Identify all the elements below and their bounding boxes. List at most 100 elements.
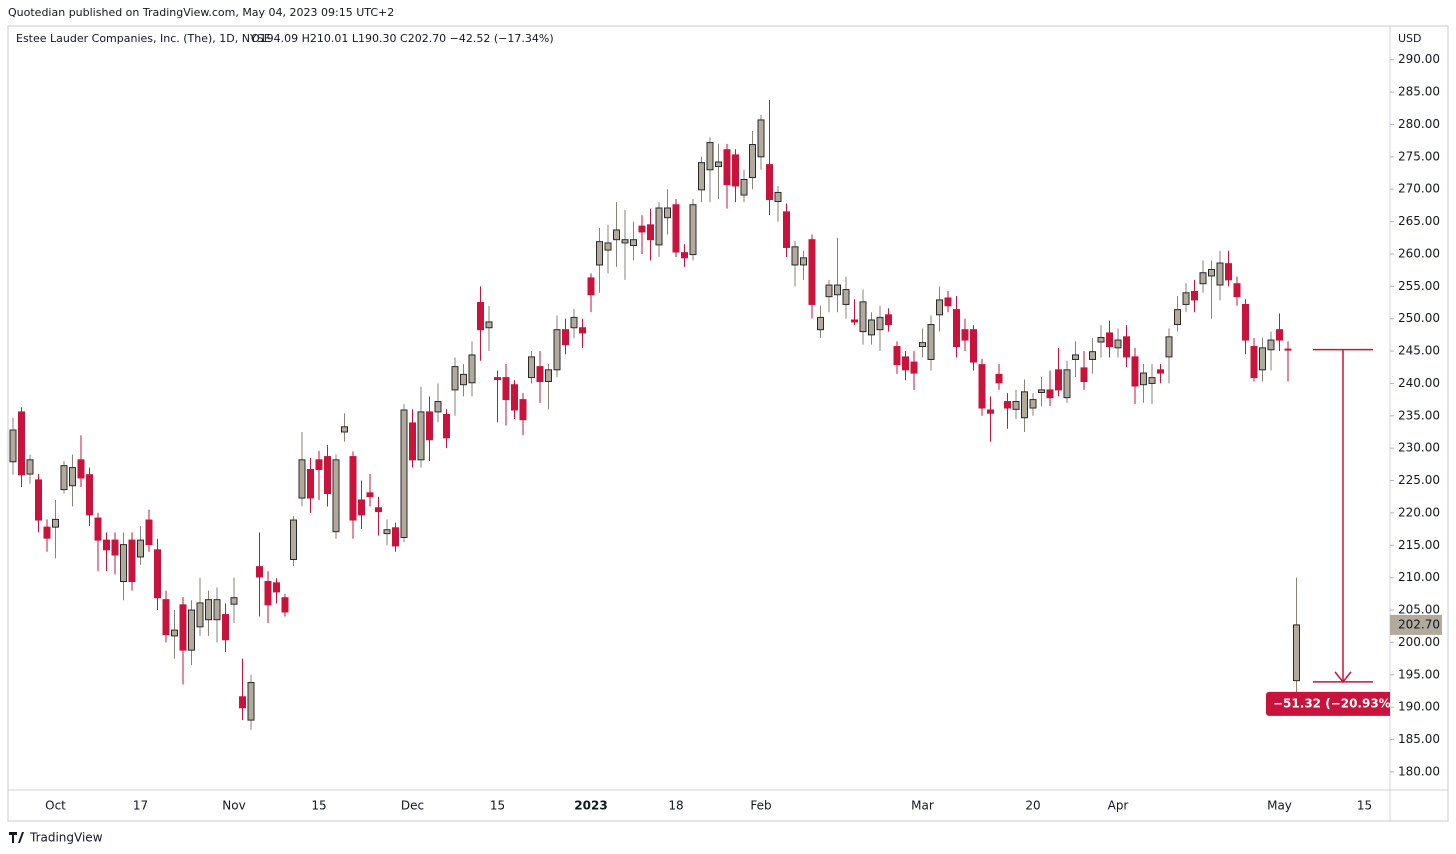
candle-body [893,346,901,366]
y-tick-label: 255.00 [1398,279,1440,293]
x-tick-label: Feb [750,799,771,813]
candle-body [179,604,187,651]
candle-body [35,479,42,521]
candle-body [60,465,68,491]
candle-body [1284,348,1292,351]
y-tick-label: 260.00 [1398,246,1440,260]
candle-body [936,299,943,316]
candle-body [426,411,433,441]
candle-body [1199,272,1207,285]
chart-title: Estee Lauder Companies, Inc. (The), 1D, … [16,32,271,45]
candle-body [1097,336,1105,343]
measure-arrow [1334,671,1352,684]
candle-body [664,207,671,219]
candle-body [562,329,569,346]
candle-body [400,409,408,539]
ohlc-legend: O194.09 H210.01 L190.30 C202.70 −42.52 (… [251,32,554,45]
y-tick-label: 270.00 [1398,182,1440,196]
candle-body [868,319,875,336]
candle-body [247,682,255,721]
x-tick-label: Oct [45,799,66,813]
candle-body [77,459,85,479]
candle-body [715,161,722,168]
candle-body [927,324,935,360]
candle-body [324,456,331,494]
candle-body [1242,303,1249,341]
candle-body [672,204,680,253]
candle-body [638,225,646,233]
y-tick-label: 180.00 [1398,764,1440,778]
candle-body [655,207,663,246]
candle-body [1012,401,1020,410]
candle-body [477,302,484,331]
x-tick-label: 17 [133,799,148,813]
candle-body [205,599,212,621]
candle-body [273,582,280,593]
candle-body [392,527,399,547]
y-tick-label: 275.00 [1398,149,1440,163]
candle-body [358,499,365,516]
candle-body [902,356,909,371]
candle-body [128,539,136,583]
candle-body [757,119,765,158]
candle-body [749,144,756,179]
publisher-line: Quotedian published on TradingView.com, … [8,6,394,19]
candle-body [1233,283,1241,298]
x-tick-label: May [1267,799,1292,813]
candle-body [443,414,450,439]
candle-body [460,373,467,386]
candle-body [332,459,340,533]
y-tick-label: 185.00 [1398,732,1440,746]
candle-body [349,456,357,521]
y-tick-label: 290.00 [1398,52,1440,66]
candle-body [111,539,119,556]
candle-body [536,366,544,382]
candle-body [290,519,297,561]
candle-body [264,581,272,606]
candle-body [1216,262,1224,286]
last-price-label: 202.70 [1398,617,1440,631]
candle-body [137,539,144,558]
candle-body [239,696,246,709]
y-tick-label: 200.00 [1398,635,1440,649]
candle-body [706,142,714,171]
candle-body [740,178,748,196]
candle-body [723,149,731,186]
candle-body [689,204,697,256]
y-tick-label: 190.00 [1398,700,1440,714]
candle-body [1191,290,1198,301]
candle-body [1114,339,1122,349]
candle-body [162,599,170,636]
y-tick-label: 250.00 [1398,311,1440,325]
candle-body [1055,369,1062,391]
x-tick-label: Nov [222,799,245,813]
candle-body [1004,401,1011,409]
candle-body [596,241,603,266]
candle-body [1148,377,1156,384]
x-tick-label: Dec [401,799,424,813]
candle-body [9,429,17,463]
candle-body [298,459,306,499]
candle-body [681,252,688,259]
measure-label-bg [1266,691,1390,716]
candle-body [732,154,739,187]
candle-body [1029,399,1037,409]
candle-body [375,507,382,513]
plot-area: −51.32 (−20.93%) −5 [9,99,1390,730]
candle-body [791,246,799,266]
candle-body [817,316,824,331]
candle-body [1165,336,1173,358]
candle-body [69,467,76,487]
x-tick-label: 15 [490,799,505,813]
candle-body [1182,292,1190,305]
candle-body [1063,369,1071,399]
candle-body [783,211,790,248]
candle-body [341,426,348,433]
candle-body [213,599,221,621]
candle-body [26,459,34,475]
candle-body [587,277,595,296]
y-tick-label: 215.00 [1398,538,1440,552]
x-tick-label: Apr [1108,799,1129,813]
